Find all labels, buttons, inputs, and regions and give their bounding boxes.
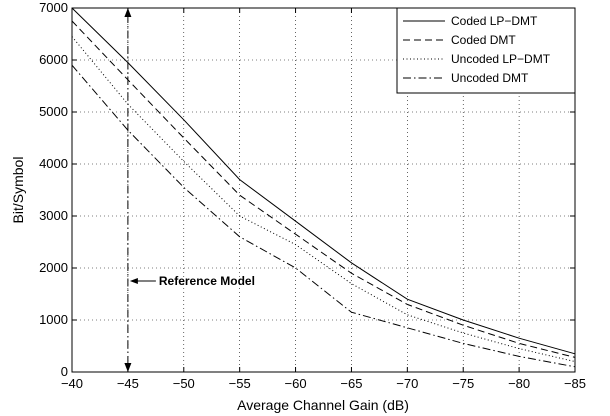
x-tick-label: −60: [285, 376, 307, 391]
y-tick-label: 7000: [39, 0, 68, 15]
y-axis-label: Bit/Symbol: [10, 157, 26, 224]
annotation-layer: Reference Model: [124, 8, 255, 372]
legend-label-1: Coded LP−DMT: [451, 14, 538, 28]
plot-frame: [71, 7, 576, 373]
y-tick-label: 3000: [39, 208, 68, 223]
legend: Coded LP−DMT Coded DMT Uncoded LP−DMT Uncod…: [396, 7, 576, 94]
series-line-4: [71, 64, 576, 368]
y-tick-label: 1000: [39, 312, 68, 327]
x-tick-label: −40: [61, 376, 83, 391]
y-tick-label: 4000: [39, 156, 68, 171]
x-tick-label: −80: [508, 376, 530, 391]
x-tick-label: −65: [340, 376, 362, 391]
legend-label-3: Uncoded LP−DMT: [451, 52, 551, 66]
annotation-arrow-head: [129, 278, 138, 284]
legend-label-2: Coded DMT: [451, 33, 516, 47]
reference-model-label: Reference Model: [159, 274, 255, 288]
x-tick-label: −50: [173, 376, 195, 391]
y-tick-label: 0: [61, 364, 68, 379]
series-line-3: [71, 36, 576, 363]
x-axis-label: Average Channel Gain (dB): [237, 397, 409, 413]
legend-box: [396, 7, 576, 94]
x-tick-label: −85: [564, 376, 586, 391]
ticks: −40 −45 −50 −55 −60 −65 −70 −75 −80 −85 0 1000 2000 3…: [39, 0, 586, 391]
x-tick-label: −70: [396, 376, 418, 391]
series-line-1: [71, 7, 576, 355]
y-tick-label: 5000: [39, 104, 68, 119]
x-tick-label: −75: [452, 376, 474, 391]
y-tick-label: 6000: [39, 52, 68, 67]
x-tick-label: −45: [117, 376, 139, 391]
series-line-2: [71, 20, 576, 358]
series-layer: [71, 7, 576, 368]
legend-label-4: Uncoded DMT: [451, 71, 529, 85]
x-tick-label: −55: [229, 376, 251, 391]
y-tick-label: 2000: [39, 260, 68, 275]
